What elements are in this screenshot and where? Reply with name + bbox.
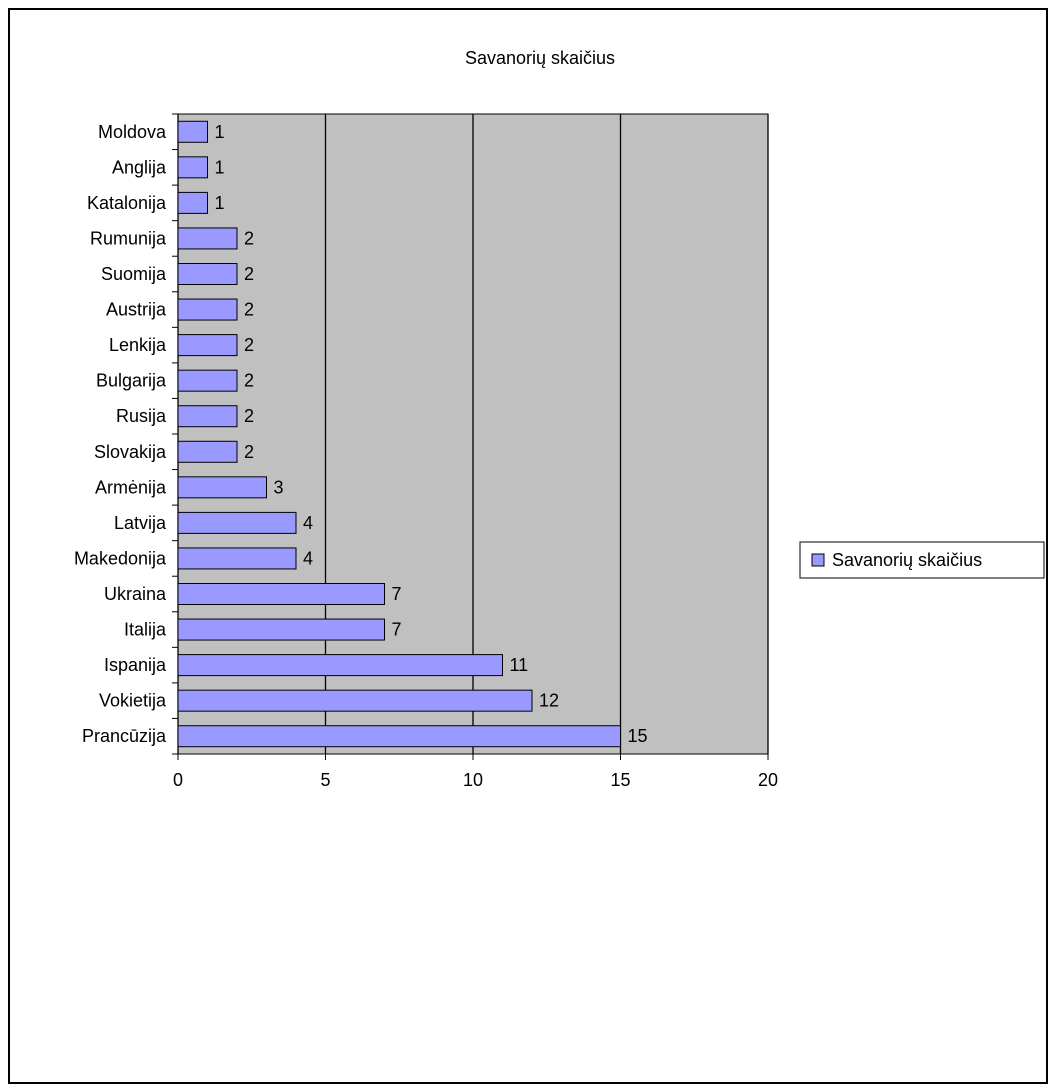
bar [177,440,238,463]
data-label: 2 [244,335,254,355]
data-label: 1 [215,193,225,213]
data-label: 7 [392,620,402,640]
bar [177,511,297,534]
category-label: Lenkija [109,335,167,355]
category-label: Bulgarija [96,371,167,391]
bar [177,191,208,214]
legend-box [799,541,1045,579]
data-label: 12 [539,691,559,711]
bar [177,156,208,179]
data-label: 3 [274,477,284,497]
legend-label: Savanorių skaičius [832,550,982,570]
x-tick-label: 10 [463,770,483,790]
data-label: 2 [244,228,254,248]
category-label: Italija [124,620,167,640]
category-label: Ukraina [104,584,167,604]
bar [177,547,297,570]
data-label: 1 [215,157,225,177]
bar [177,405,238,428]
data-label: 2 [244,442,254,462]
category-label: Latvija [114,513,167,533]
bar [177,583,385,605]
data-label: 4 [303,548,313,568]
data-label: 7 [392,584,402,604]
data-label: 2 [244,371,254,391]
data-label: 2 [244,300,254,320]
category-label: Suomija [101,264,167,284]
x-tick-label: 15 [610,770,630,790]
chart-title: Savanorių skaičius [465,48,615,68]
x-tick-label: 20 [758,770,778,790]
category-label: Katalonija [87,193,167,213]
category-label: Anglija [112,157,167,177]
plot-area: 0 5 10 15 20 Moldova 1 Anglija 1 Katalonija 1 Rumun… [74,113,778,790]
category-label: Ispanija [104,655,167,675]
bar [177,263,238,285]
legend-swatch [811,553,825,567]
data-label: 2 [244,264,254,284]
data-label: 11 [510,655,529,675]
bar [177,654,503,677]
bar [177,369,238,392]
category-label: Makedonija [74,548,167,568]
bar [177,476,267,499]
data-label: 4 [303,513,313,533]
category-label: Rumunija [90,228,167,248]
category-label: Vokietija [99,691,167,711]
bar [177,120,208,143]
legend: Savanorių skaičius [799,541,1045,579]
category-label: Slovakija [94,442,167,462]
x-tick-label: 0 [173,770,183,790]
data-label: 15 [628,726,648,746]
bar [177,298,238,321]
x-tick-label: 5 [320,770,330,790]
bar [177,227,238,250]
chart-container: Savanorių skaičius 0 5 10 15 20 Moldova 1 Angli… [8,8,1048,1084]
bar-chart: Savanorių skaičius 0 5 10 15 20 Moldova 1 Angli… [74,48,1045,790]
category-label: Prancūzija [82,726,167,746]
category-label: Austrija [106,300,167,320]
data-label: 1 [215,122,225,142]
bar [177,334,238,357]
bar [177,689,533,712]
category-label: Moldova [98,122,167,142]
bar [177,725,621,748]
data-label: 2 [244,406,254,426]
category-label: Rusija [116,406,167,426]
bar [177,618,385,641]
category-label: Armėnija [95,477,167,497]
